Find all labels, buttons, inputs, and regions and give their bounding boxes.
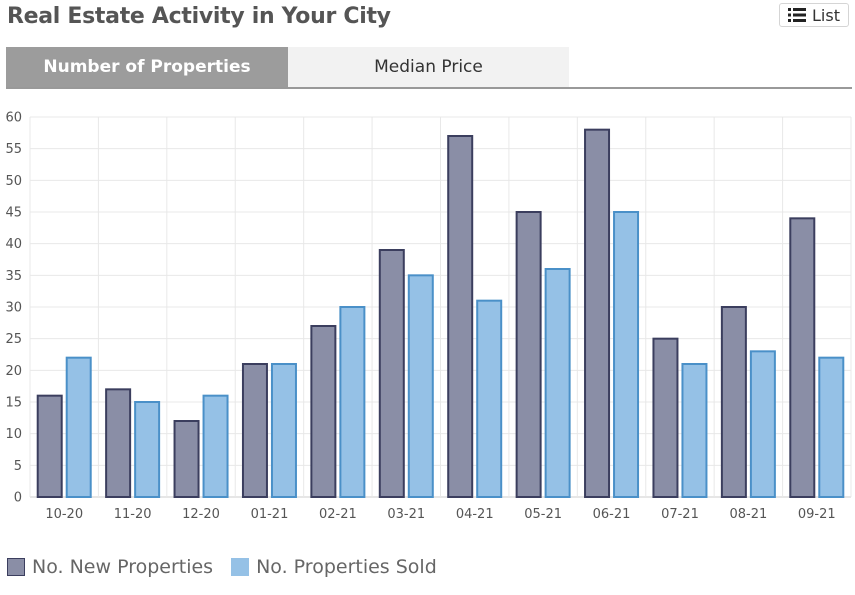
- list-icon: [788, 8, 807, 22]
- y-tick-label: 15: [5, 396, 22, 411]
- bar-properties-sold: [681, 363, 708, 498]
- y-tick-label: 55: [5, 142, 22, 157]
- chart-legend: No. New Properties No. Properties Sold: [7, 556, 455, 578]
- tab-number-of-properties[interactable]: Number of Properties: [6, 47, 288, 87]
- y-tick-label: 60: [5, 111, 22, 126]
- legend-label-new: No. New Properties: [32, 556, 214, 578]
- bar-properties-sold: [407, 274, 434, 498]
- bar-properties-sold: [65, 356, 92, 498]
- bar-new-properties: [652, 337, 679, 498]
- y-tick-label: 35: [5, 269, 22, 284]
- bar-new-properties: [105, 388, 132, 499]
- bar-new-properties: [515, 211, 542, 498]
- x-tick-label: 08-21: [729, 507, 767, 522]
- bar-properties-sold: [270, 363, 297, 498]
- x-tick-label: 06-21: [593, 507, 631, 522]
- x-tick-label: 05-21: [524, 507, 562, 522]
- bar-chart: 0 5 10 15 20 25 30 35 40 45 50 55 60 10-20 11-20 12-20 0…: [5, 111, 852, 522]
- bar-properties-sold: [339, 306, 366, 498]
- x-tick-label: 10-20: [45, 507, 83, 522]
- x-tick-label: 02-21: [319, 507, 357, 522]
- bar-new-properties: [378, 249, 405, 498]
- tab-median-price[interactable]: Median Price: [288, 47, 569, 87]
- x-tick-label: 04-21: [456, 507, 494, 522]
- y-tick-label: 20: [5, 364, 22, 379]
- bar-properties-sold: [476, 299, 503, 498]
- bar-properties-sold: [613, 211, 640, 498]
- y-tick-label: 40: [5, 237, 22, 252]
- x-tick-label: 07-21: [661, 507, 699, 522]
- list-button-label: List: [812, 5, 840, 25]
- bar-new-properties: [173, 420, 200, 498]
- legend-swatch-sold: [231, 558, 250, 576]
- y-tick-label: 50: [5, 174, 22, 189]
- y-tick-label: 45: [5, 206, 22, 221]
- bar-new-properties: [720, 306, 747, 498]
- bar-new-properties: [241, 363, 268, 498]
- bar-new-properties: [584, 128, 611, 499]
- x-tick-label: 11-20: [114, 507, 152, 522]
- list-view-button[interactable]: List: [779, 3, 849, 27]
- bar-properties-sold: [134, 401, 161, 498]
- legend-item-new-properties[interactable]: No. New Properties: [7, 556, 213, 578]
- x-tick-label: 12-20: [182, 507, 220, 522]
- legend-item-properties-sold[interactable]: No. Properties Sold: [231, 556, 437, 578]
- y-tick-label: 30: [5, 301, 22, 316]
- y-tick-label: 0: [14, 491, 22, 506]
- legend-label-sold: No. Properties Sold: [256, 556, 437, 578]
- bar-properties-sold: [749, 350, 776, 498]
- chart-tabs: Number of Properties Median Price: [6, 47, 852, 89]
- bar-properties-sold: [818, 356, 845, 498]
- bar-properties-sold: [544, 268, 571, 498]
- bar-new-properties: [789, 217, 816, 498]
- y-tick-label: 5: [14, 459, 22, 474]
- x-tick-label: 03-21: [387, 507, 425, 522]
- bar-new-properties: [310, 325, 337, 498]
- x-tick-label: 01-21: [251, 507, 289, 522]
- x-tick-label: 09-21: [798, 507, 836, 522]
- y-tick-label: 10: [5, 427, 22, 442]
- y-tick-label: 25: [5, 332, 22, 347]
- bar-properties-sold: [202, 394, 229, 498]
- legend-swatch-new: [7, 558, 25, 576]
- page-title: Real Estate Activity in Your City: [7, 4, 391, 29]
- bar-new-properties: [447, 135, 474, 498]
- bar-new-properties: [36, 394, 63, 498]
